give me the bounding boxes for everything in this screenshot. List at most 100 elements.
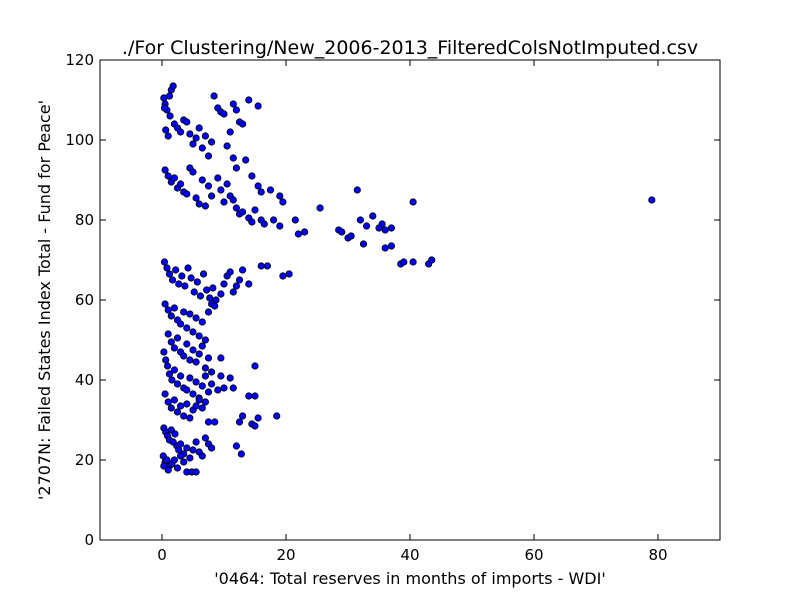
- data-point: [192, 314, 200, 322]
- data-point: [166, 112, 174, 120]
- data-point: [362, 222, 371, 230]
- data-point: [409, 198, 417, 206]
- data-point: [279, 272, 287, 280]
- data-point: [164, 172, 172, 180]
- x-axis-label: '0464: Total reserves in months of impor…: [214, 569, 606, 588]
- data-point: [276, 192, 284, 200]
- data-point: [181, 282, 189, 290]
- data-point: [208, 138, 216, 146]
- data-point: [232, 282, 240, 290]
- data-point: [164, 466, 172, 474]
- data-point: [201, 336, 209, 344]
- data-point: [257, 262, 265, 270]
- data-point: [254, 102, 262, 110]
- data-point: [167, 338, 175, 346]
- data-point: [210, 92, 218, 100]
- y-tick-label: 40: [75, 371, 94, 389]
- data-point: [300, 228, 309, 236]
- data-point: [217, 186, 225, 194]
- data-point: [198, 342, 206, 350]
- x-tick-label: 20: [276, 546, 295, 564]
- data-point: [273, 412, 281, 420]
- data-point: [177, 320, 185, 328]
- data-point: [177, 402, 185, 410]
- data-point: [184, 264, 192, 272]
- y-tick-label: 20: [75, 451, 94, 469]
- data-point: [165, 92, 174, 100]
- data-point: [208, 444, 216, 452]
- data-point: [161, 300, 169, 308]
- data-point: [239, 412, 247, 420]
- data-point: [226, 268, 234, 276]
- data-point: [170, 304, 178, 312]
- data-point: [186, 454, 194, 462]
- data-point: [171, 430, 179, 438]
- data-point: [189, 168, 197, 176]
- data-point: [170, 456, 178, 464]
- data-point: [229, 196, 237, 204]
- data-point: [245, 280, 253, 288]
- x-axis: 0 20 40 60 80: [157, 60, 668, 564]
- data-point: [208, 380, 216, 388]
- data-point: [369, 212, 377, 220]
- data-point: [160, 348, 168, 356]
- data-point: [232, 164, 240, 172]
- data-point: [161, 166, 169, 174]
- data-point: [204, 354, 213, 362]
- data-point: [195, 200, 203, 208]
- data-point: [186, 310, 194, 318]
- data-point: [170, 174, 178, 182]
- data-point: [192, 194, 200, 202]
- data-point: [204, 152, 213, 160]
- data-point: [208, 368, 216, 376]
- data-point: [257, 188, 265, 196]
- data-point: [180, 308, 188, 316]
- data-point: [263, 262, 271, 270]
- data-point: [183, 386, 191, 394]
- data-point: [203, 286, 211, 294]
- chart-title: ./For Clustering/New_2006-2013_FilteredC…: [122, 37, 698, 59]
- data-point: [160, 258, 169, 266]
- data-point: [356, 216, 364, 224]
- data-point: [172, 266, 180, 274]
- data-point: [165, 270, 174, 278]
- data-point: [648, 196, 656, 204]
- data-point: [193, 278, 201, 286]
- data-point: [177, 440, 185, 448]
- data-point: [195, 396, 203, 404]
- data-point: [229, 100, 237, 108]
- data-point: [229, 288, 237, 296]
- data-point: [294, 230, 302, 238]
- data-point: [353, 186, 361, 194]
- data-point: [214, 386, 222, 394]
- data-point: [195, 124, 203, 132]
- data-point: [248, 218, 256, 226]
- data-point: [239, 120, 247, 128]
- data-point: [173, 408, 182, 416]
- data-point: [177, 452, 185, 460]
- data-point: [229, 384, 237, 392]
- data-point: [198, 404, 206, 412]
- data-point: [195, 350, 203, 358]
- data-point: [226, 374, 234, 382]
- data-point: [160, 104, 169, 112]
- data-point: [206, 294, 214, 302]
- data-point: [180, 352, 188, 360]
- data-point: [254, 414, 262, 422]
- data-point: [217, 372, 225, 380]
- data-point: [167, 404, 175, 412]
- data-point: [161, 390, 169, 398]
- data-point: [198, 318, 206, 326]
- y-tick-label: 0: [84, 531, 94, 549]
- data-point: [162, 356, 170, 364]
- data-point: [192, 358, 200, 366]
- data-point: [170, 396, 178, 404]
- data-point: [198, 452, 206, 460]
- data-point: [248, 172, 256, 180]
- data-point: [254, 182, 262, 190]
- data-point: [201, 398, 209, 406]
- data-point: [186, 374, 194, 382]
- data-point: [177, 180, 185, 188]
